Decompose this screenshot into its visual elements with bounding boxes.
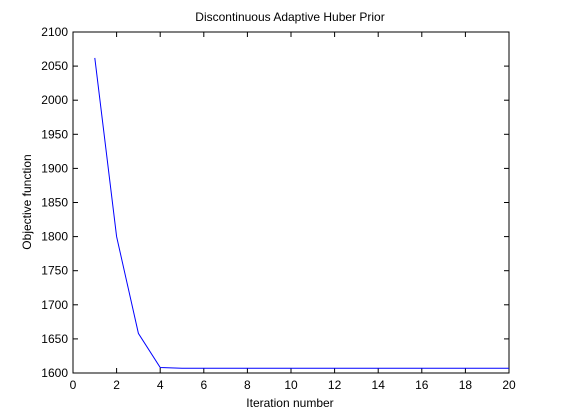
- x-tick-label: 14: [372, 378, 386, 392]
- x-tick-label: 6: [200, 378, 207, 392]
- y-tick-label: 1700: [41, 298, 68, 312]
- y-tick-label: 1750: [41, 264, 68, 278]
- x-tick-label: 18: [459, 378, 473, 392]
- y-tick-label: 1950: [41, 127, 68, 141]
- x-tick-label: 4: [157, 378, 164, 392]
- plot-area: [72, 31, 510, 374]
- y-tick-label: 2000: [41, 93, 68, 107]
- x-axis-label: Iteration number: [246, 396, 333, 410]
- y-tick-label: 1600: [41, 366, 68, 380]
- y-tick-label: 2100: [41, 25, 68, 39]
- x-tick-label: 16: [415, 378, 429, 392]
- y-axis-label: Objective function: [20, 154, 34, 249]
- series-layer: [94, 57, 509, 369]
- x-tick-label: 0: [70, 378, 77, 392]
- x-tick-label: 2: [113, 378, 120, 392]
- x-tick-label: 10: [284, 378, 298, 392]
- y-tick-label: 2050: [41, 59, 68, 73]
- y-tick-label: 1900: [41, 161, 68, 175]
- y-tick-label: 1850: [41, 196, 68, 210]
- y-tick-label: 1650: [41, 332, 68, 346]
- x-tick-label: 12: [328, 378, 342, 392]
- x-tick-label: 20: [502, 378, 516, 392]
- series-line: [94, 57, 509, 369]
- y-axis: 1600 1650 1700 1750 1800 1850 1900 1950 2000 2050…: [41, 25, 509, 380]
- x-tick-label: 8: [244, 378, 251, 392]
- y-tick-label: 1800: [41, 230, 68, 244]
- chart-title: Discontinuous Adaptive Huber Prior: [195, 10, 384, 24]
- x-axis: 0 2 4 6 8 10 12 14 16 18 20: [70, 32, 516, 392]
